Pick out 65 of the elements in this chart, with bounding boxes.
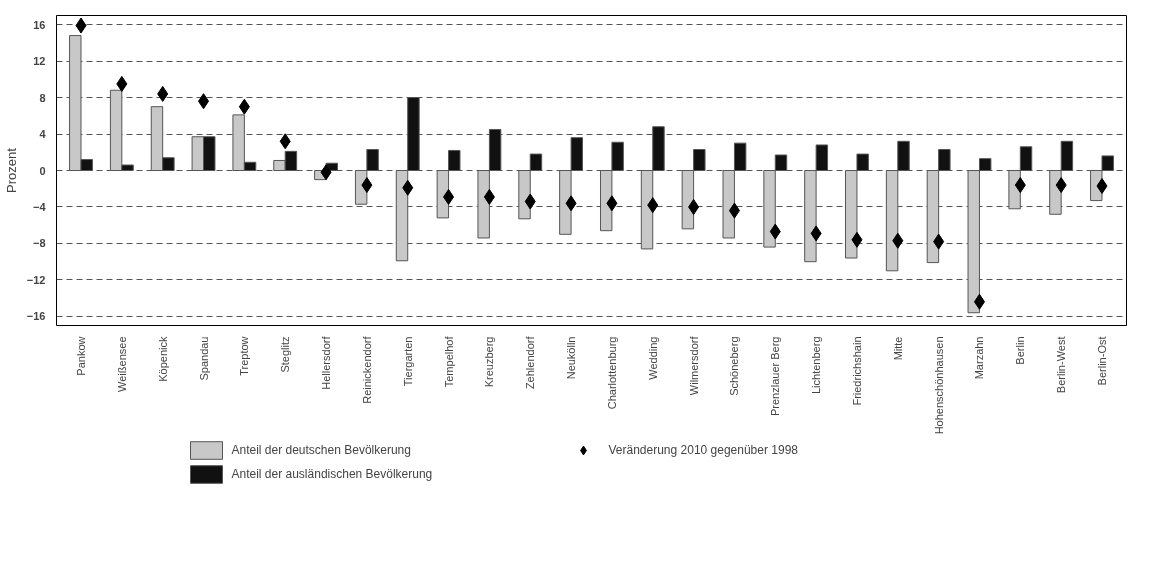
point	[443, 188, 455, 205]
point	[157, 85, 169, 102]
x-tick-label: Wilmersdorf	[687, 335, 700, 396]
x-tick-label: Mitte	[891, 336, 904, 361]
x-tick-label: Berlin-Ost	[1096, 336, 1108, 386]
x-tick-label: Charlottenburg	[605, 336, 618, 410]
legend-label: Anteil der deutschen Bevölkerung	[231, 442, 412, 459]
x-tick-label: Steglitz	[279, 336, 292, 373]
y-tick-label: −16	[26, 310, 46, 323]
point	[116, 75, 128, 92]
point	[647, 197, 659, 214]
point	[238, 98, 250, 115]
point	[320, 164, 332, 181]
x-tick-label: Berlin-West	[1055, 336, 1068, 394]
point	[728, 202, 740, 219]
x-tick-label: Kreuzberg	[483, 336, 496, 388]
point	[198, 93, 210, 110]
x-tick-label: Hohenschönhausen	[932, 336, 945, 435]
x-tick-label: Marzahn	[973, 336, 986, 380]
legend-label: Veränderung 2010 gegenüber 1998	[608, 442, 799, 459]
point	[75, 17, 87, 34]
x-tick-label: Weißensee	[115, 336, 128, 392]
point	[361, 177, 373, 194]
point	[933, 233, 945, 250]
point	[769, 223, 781, 240]
point	[279, 133, 291, 150]
point	[810, 225, 822, 242]
y-axis-title: Prozent	[3, 147, 19, 193]
point	[606, 195, 618, 212]
point	[402, 179, 414, 196]
x-tick-label: Wedding	[646, 336, 659, 380]
x-tick-label: Hellersdorf	[320, 335, 333, 390]
point	[688, 198, 700, 215]
y-tick-label: −8	[32, 237, 46, 250]
point	[1014, 177, 1026, 194]
x-tick-label: Spandau	[197, 336, 210, 381]
x-tick-label: Tempelhof	[442, 335, 455, 388]
y-tick-label: −4	[32, 200, 47, 213]
x-tick-label: Schöneberg	[728, 336, 741, 396]
x-tick-label: Pankow	[75, 336, 87, 376]
y-tick-label: 8	[39, 91, 46, 104]
x-tick-label: Friedrichshain	[850, 336, 863, 406]
point	[851, 231, 863, 248]
x-tick-label: Neukölln	[565, 336, 578, 380]
x-tick-label: Prenzlauer Berg	[769, 336, 782, 416]
point	[892, 232, 904, 249]
x-tick-label: Tiergarten	[401, 336, 414, 387]
point	[524, 193, 536, 210]
legend-label: Anteil der ausländischen Bevölkerung	[231, 466, 434, 483]
point	[1055, 177, 1067, 194]
x-tick-label: Zehlendorf	[524, 335, 537, 390]
y-tick-label: 16	[33, 18, 46, 31]
point	[1096, 178, 1108, 194]
point	[483, 188, 495, 205]
x-tick-label: Lichtenberg	[810, 336, 823, 394]
x-tick-label: Köpenick	[156, 336, 169, 382]
x-tick-label: Treptow	[238, 336, 251, 376]
y-tick-label: −12	[26, 273, 46, 286]
point	[565, 195, 577, 212]
y-tick-label: 0	[39, 164, 46, 177]
x-tick-label: Berlin	[1014, 336, 1027, 365]
y-tick-label: 4	[39, 128, 47, 141]
y-tick-label: 12	[33, 55, 46, 68]
x-tick-label: Reinickendorf	[360, 335, 373, 404]
point	[973, 293, 985, 310]
